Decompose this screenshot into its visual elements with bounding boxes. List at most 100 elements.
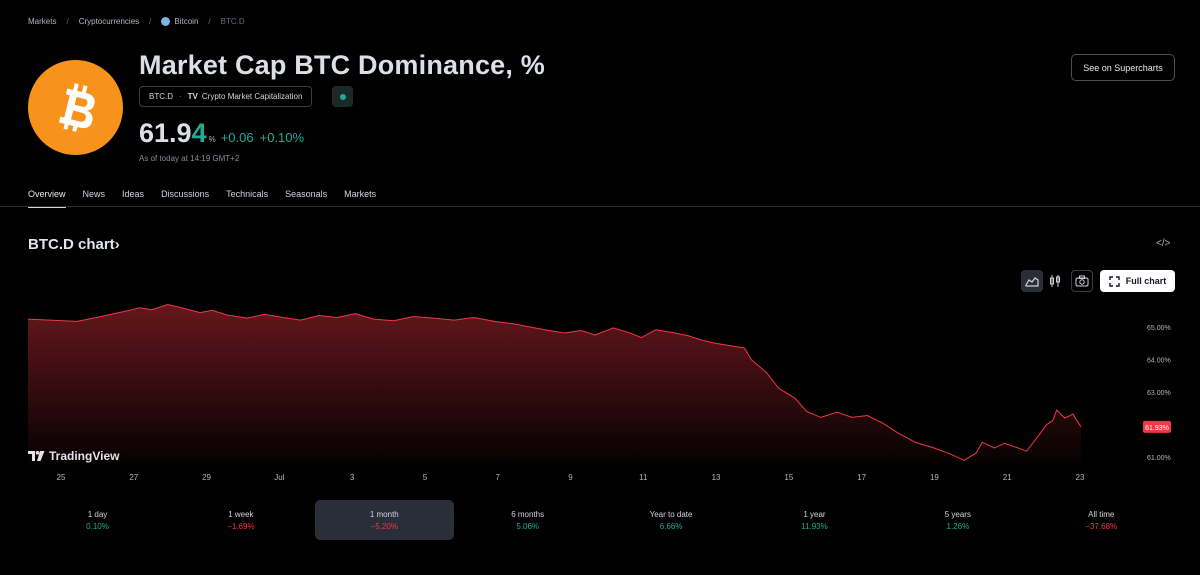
x-tick-label: 9 — [568, 473, 573, 482]
price-change: +0.06 — [220, 130, 254, 145]
tab-discussions[interactable]: Discussions — [161, 189, 210, 199]
y-tick-label: 61.00% — [1147, 455, 1171, 462]
period-label: Year to date — [649, 509, 693, 519]
tab-seasonals[interactable]: Seasonals — [285, 189, 328, 199]
x-tick-label: 21 — [1003, 473, 1012, 482]
area-chart-icon — [1025, 277, 1039, 287]
period-change: 0.10% — [86, 521, 109, 531]
period-1-week[interactable]: 1 week −1.69% — [171, 500, 310, 540]
watermark-text: TradingView — [49, 449, 120, 463]
period-label: All time — [1088, 509, 1115, 519]
breadcrumb-cryptocurrencies[interactable]: Cryptocurrencies — [78, 17, 140, 26]
area-chart-type-button[interactable] — [1021, 270, 1043, 292]
last-value-marker: 61.93% — [1143, 420, 1171, 433]
x-axis: 25 27 29 Jul 3 5 7 9 11 13 15 17 19 21 23 — [57, 473, 1085, 482]
symbol-pill[interactable]: BTC.D · TV Crypto Market Capitalization — [139, 86, 313, 107]
period-change: 5.06% — [516, 521, 540, 531]
tab-technicals[interactable]: Technicals — [226, 189, 269, 199]
x-tick-label: 19 — [930, 473, 939, 482]
x-tick-label: 7 — [495, 473, 500, 482]
period-1-day[interactable]: 1 day 0.10% — [28, 500, 167, 540]
bitcoin-mini-icon — [161, 17, 171, 26]
tradingview-logo-icon: TV — [187, 92, 198, 101]
full-chart-button[interactable]: Full chart — [1100, 270, 1175, 292]
tabs-divider — [0, 206, 1200, 207]
price-value: 61.9 — [139, 118, 192, 148]
period-label: 1 day — [87, 509, 108, 519]
tab-ideas[interactable]: Ideas — [122, 189, 145, 199]
last-value-badge — [1143, 420, 1171, 433]
price-unit: % — [208, 135, 216, 144]
breadcrumb-markets[interactable]: Markets — [28, 17, 57, 26]
market-status-badge[interactable] — [332, 86, 353, 107]
y-axis: 65.00% 64.00% 63.00% 61.00% — [1147, 325, 1171, 462]
series-line — [27, 303, 1082, 461]
period-change: 6.66% — [659, 521, 683, 531]
x-tick-label: 23 — [1076, 473, 1085, 482]
tab-markets[interactable]: Markets — [344, 189, 377, 199]
symbol-source: Crypto Market Capitalization — [201, 92, 303, 101]
period-1-month[interactable]: 1 month −5.20% — [314, 500, 454, 540]
full-chart-label: Full chart — [1125, 276, 1167, 286]
y-tick-label: 63.00% — [1147, 390, 1171, 397]
x-tick-label: 17 — [857, 473, 866, 482]
chart-series-line — [27, 303, 1082, 461]
tradingview-logo-icon — [28, 451, 45, 461]
embed-code-icon[interactable]: </> — [1156, 238, 1171, 249]
breadcrumb-separator: / — [208, 17, 211, 26]
period-1-year[interactable]: 1 year 11.93% — [745, 500, 884, 540]
see-on-supercharts-button[interactable]: See on Supercharts — [1071, 54, 1175, 81]
x-tick-label: 5 — [423, 473, 428, 482]
breadcrumb-current: BTC.D — [220, 17, 245, 26]
bitcoin-logo-icon — [28, 60, 123, 155]
dot-separator: · — [179, 92, 182, 101]
tradingview-watermark[interactable]: TradingView — [28, 449, 119, 463]
chart-title-link[interactable]: BTC.D chart› — [28, 236, 120, 253]
period-all-time[interactable]: All time −37.68% — [1032, 500, 1171, 540]
status-dot-icon — [339, 93, 346, 100]
tab-news[interactable]: News — [82, 189, 106, 199]
period-label: 6 months — [511, 509, 545, 519]
btc-dominance-chart[interactable]: 65.00% 64.00% 63.00% 61.00% 25 27 29 Jul 3 5 7 9 11… — [0, 295, 1200, 485]
x-tick-label: 13 — [712, 473, 721, 482]
x-tick-label: 29 — [202, 473, 211, 482]
chevron-right-icon: › — [114, 236, 120, 253]
fullscreen-icon — [1109, 275, 1120, 287]
period-change: 11.93% — [801, 521, 828, 531]
y-tick-label: 65.00% — [1147, 325, 1171, 332]
area-fill — [28, 304, 1081, 465]
period-change: −5.20% — [370, 521, 398, 531]
x-tick-label: 27 — [129, 473, 138, 482]
last-value-label: 61.93% — [1145, 425, 1169, 432]
x-tick-label: 11 — [639, 473, 648, 482]
period-change: 1.26% — [946, 521, 970, 531]
period-year-to-date[interactable]: Year to date 6.66% — [602, 500, 741, 540]
period-label: 1 year — [803, 509, 826, 519]
price-timestamp: As of today at 14:19 GMT+2 — [139, 154, 240, 163]
candles-chart-type-button[interactable] — [1044, 270, 1066, 292]
x-tick-label: 25 — [57, 473, 66, 482]
page-title: Market Cap BTC Dominance, % — [139, 50, 545, 80]
price-row: 61.9 4 % +0.06 +0.10% — [139, 118, 310, 149]
chart-title-text: BTC.D chart — [28, 236, 115, 253]
period-label: 1 week — [228, 509, 254, 519]
camera-icon — [1075, 275, 1089, 287]
period-6-months[interactable]: 6 months 5.06% — [458, 500, 597, 540]
x-tick-label: 3 — [350, 473, 355, 482]
chart-area-fill — [28, 304, 1081, 465]
period-change: −37.68% — [1085, 521, 1118, 531]
breadcrumb: Markets / Cryptocurrencies / Bitcoin / B… — [28, 17, 245, 26]
x-tick-label: 15 — [784, 473, 793, 482]
breadcrumb-separator: / — [149, 17, 152, 26]
period-5-years[interactable]: 5 years 1.26% — [888, 500, 1027, 540]
snapshot-button[interactable] — [1071, 270, 1093, 292]
period-label: 1 month — [369, 509, 399, 519]
breadcrumb-bitcoin[interactable]: Bitcoin — [174, 17, 199, 26]
symbol-ticker: BTC.D — [149, 92, 173, 101]
period-change: −1.69% — [227, 521, 255, 531]
tab-overview[interactable]: Overview — [28, 189, 66, 208]
price-change-percent: +0.10% — [259, 130, 305, 145]
tab-bar: Overview News Ideas Discussions Technicals Se… — [28, 189, 393, 208]
breadcrumb-separator: / — [66, 17, 69, 26]
price-last-digit: 4 — [191, 118, 207, 148]
